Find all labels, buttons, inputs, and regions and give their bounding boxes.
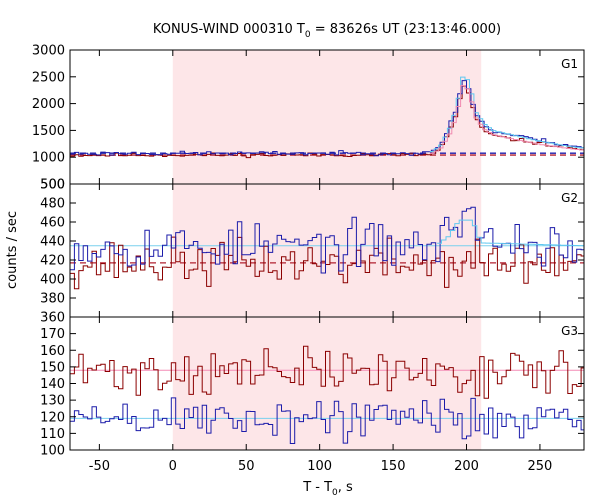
y-tick-label: 380 — [40, 292, 65, 307]
y-tick-label: 480 — [40, 197, 65, 212]
highlight-interval — [172, 184, 482, 317]
y-tick-label: 500 — [40, 178, 65, 193]
panel-g1: 500 1000 1500 2000 2500 3000 G1 — [32, 44, 585, 193]
y-tick-label: 120 — [40, 410, 65, 425]
y-tick-label: 100 — [40, 444, 65, 459]
panel-label: G3 — [561, 324, 578, 338]
chart-panels: 50010001500200025003000G1360380400420440… — [32, 44, 585, 474]
y-tick-label: 1500 — [32, 124, 65, 139]
y-tick-label: 140 — [40, 377, 65, 392]
y-tick-label: 2500 — [32, 70, 65, 85]
y-tick-label: 170 — [40, 327, 65, 342]
panel-plot-area — [70, 76, 584, 159]
y-tick-label: 460 — [40, 216, 65, 231]
highlight-interval — [172, 50, 482, 184]
panel-g2: 360 380 400 420 440 460 480 500 G2 — [40, 178, 585, 326]
y-tick-label: 500 — [40, 178, 65, 193]
x-tick-label: 100 — [307, 459, 332, 474]
x-tick-label: 50 — [238, 459, 255, 474]
series-line — [70, 397, 584, 444]
chart-title: KONUS-WIND 000310 T0 = 83626s UT (23:13:… — [153, 22, 501, 40]
series-line — [70, 236, 584, 290]
panel-plot-area — [70, 206, 584, 290]
y-tick-label: 160 — [40, 344, 65, 359]
y-tick-label: 1000 — [32, 151, 65, 166]
x-tick-label: 150 — [381, 459, 406, 474]
y-tick-label: 400 — [40, 273, 65, 288]
y-tick-label: 440 — [40, 235, 65, 250]
y-tick-label: 420 — [40, 254, 65, 269]
series-line — [70, 345, 584, 399]
y-tick-label: 110 — [40, 427, 65, 442]
panel-plot-area — [70, 345, 584, 444]
x-axis-title-subscript: 0 — [332, 488, 338, 498]
y-tick-label: 130 — [40, 394, 65, 409]
series-line — [429, 85, 584, 154]
y-tick-label: 3000 — [32, 44, 65, 59]
x-tick-label: 250 — [528, 459, 553, 474]
x-tick-label: -50 — [89, 459, 110, 474]
chart-title-subscript: 0 — [305, 30, 311, 40]
x-axis-title: T - T0, s — [302, 480, 353, 498]
series-line — [437, 219, 584, 247]
y-axis-title: counts / sec — [5, 211, 20, 289]
y-tick-label: 150 — [40, 360, 65, 375]
y-tick-label: 360 — [40, 311, 65, 326]
highlight-interval — [172, 317, 482, 450]
x-tick-label: 200 — [454, 459, 479, 474]
series-line — [70, 206, 584, 274]
panel-label: G2 — [561, 191, 578, 205]
panel-label: G1 — [561, 57, 578, 71]
x-tick-label: 0 — [169, 459, 177, 474]
y-tick-label: 2000 — [32, 97, 65, 112]
